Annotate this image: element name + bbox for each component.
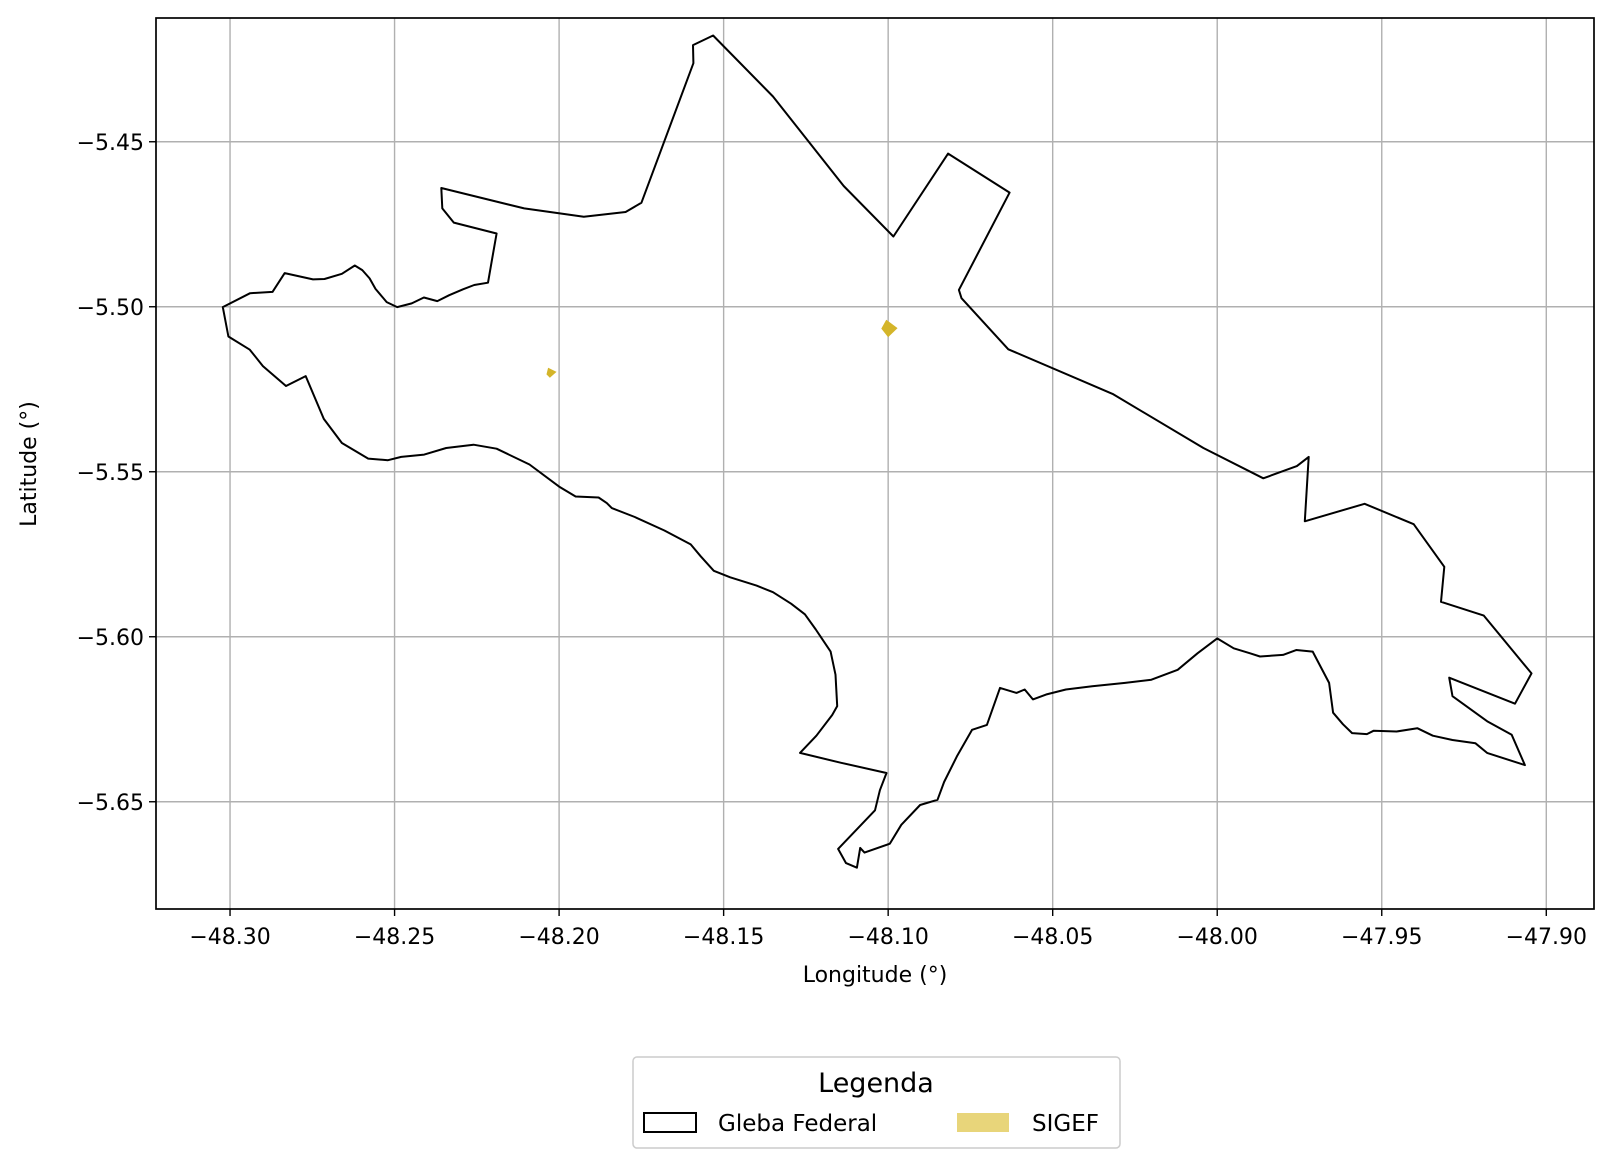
x-axis-label: Longitude (°)	[803, 963, 948, 988]
x-tick-label: −48.20	[518, 925, 599, 950]
x-tick-label: −47.95	[1341, 925, 1422, 950]
gleba-federal-boundary	[221, 34, 1533, 869]
x-tick-label: −48.25	[354, 925, 435, 950]
legend-swatch-sigef	[957, 1113, 1009, 1132]
legend-label-gleba-federal: Gleba Federal	[718, 1111, 877, 1137]
legend-swatch-gleba-federal	[643, 1112, 697, 1133]
x-tick-label: −48.30	[189, 925, 270, 950]
x-tick-label: −48.15	[683, 925, 764, 950]
plot-frame	[155, 17, 1595, 910]
axis-ticks: −48.30 −48.25 −48.20 −48.15 −48.10 −48.05 −48.…	[77, 131, 1587, 950]
sigef-parcel	[546, 367, 557, 378]
sigef-parcel	[881, 319, 898, 338]
legend: Legenda Gleba Federal SIGEF	[632, 1056, 1121, 1149]
data-layer	[221, 34, 1533, 869]
x-tick-label: −48.00	[1177, 925, 1258, 950]
y-tick-label: −5.50	[77, 296, 144, 321]
legend-title: Legenda	[818, 1068, 934, 1099]
x-tick-label: −47.90	[1506, 925, 1587, 950]
y-tick-label: −5.45	[77, 131, 144, 156]
x-tick-label: −48.05	[1012, 925, 1093, 950]
y-tick-label: −5.60	[77, 626, 144, 651]
legend-label-sigef: SIGEF	[1032, 1111, 1099, 1137]
y-tick-label: −5.55	[77, 461, 144, 486]
y-axis-label: Latitude (°)	[17, 401, 42, 527]
x-tick-label: −48.10	[847, 925, 928, 950]
y-tick-label: −5.65	[77, 791, 144, 816]
